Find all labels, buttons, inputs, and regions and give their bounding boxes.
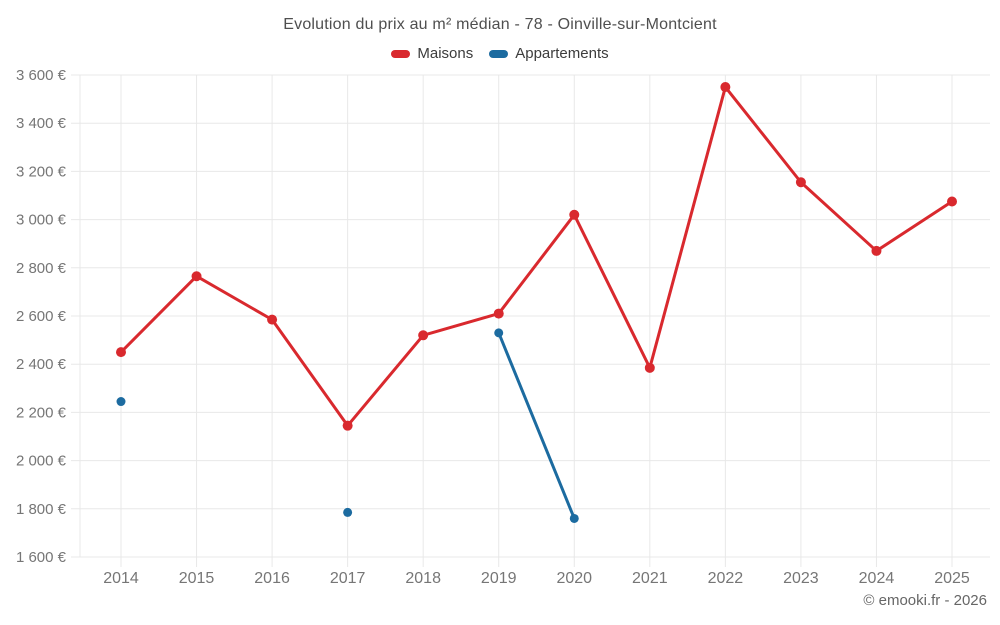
legend-item-maisons[interactable]: Maisons [391,45,473,62]
legend: Maisons Appartements [0,45,1000,62]
x-tick-label: 2023 [783,570,819,587]
x-tick-label: 2022 [708,570,744,587]
chart-title: Evolution du prix au m² médian - 78 - Oi… [283,16,717,33]
data-point-maisons-2023 [795,177,806,188]
data-point-appartements-2020 [569,513,579,523]
data-point-maisons-2018 [418,330,429,341]
series-line-appartements [497,331,576,520]
y-tick-label: 2 200 € [16,404,67,421]
x-tick-label: 2020 [556,570,592,587]
x-tick-label: 2018 [405,570,441,587]
data-point-maisons-2017 [342,420,353,431]
data-point-maisons-2019 [493,308,504,319]
data-point-appartements-2014 [116,397,126,407]
x-tick-label: 2014 [103,570,139,587]
y-tick-label: 3 600 € [16,67,67,84]
data-point-maisons-2024 [871,245,882,256]
x-tick-label: 2019 [481,570,517,587]
data-point-maisons-2016 [267,314,278,325]
x-tick-label: 2024 [859,570,895,587]
y-tick-label: 2 400 € [16,356,67,373]
y-tick-label: 3 400 € [16,115,67,132]
data-point-maisons-2020 [569,209,580,220]
y-tick-label: 3 000 € [16,212,67,229]
x-tick-label: 2016 [254,570,290,587]
credit-text: © emooki.fr - 2026 [863,592,987,609]
y-tick-label: 2 000 € [16,453,67,470]
legend-swatch-maisons-icon [391,49,411,58]
x-tick-label: 2021 [632,570,668,587]
y-tick-label: 3 200 € [16,163,67,180]
y-tick-label: 1 800 € [16,501,67,518]
y-tick-label: 1 600 € [16,549,67,566]
series-line-maisons [119,85,954,428]
y-tick-label: 2 600 € [16,308,67,325]
legend-label-maisons: Maisons [417,45,474,62]
data-point-maisons-2025 [947,196,957,207]
legend-label-appartements: Appartements [515,45,609,62]
x-tick-label: 2015 [179,570,215,587]
data-point-maisons-2015 [191,271,202,282]
legend-item-appartements[interactable]: Appartements [489,45,609,62]
data-point-maisons-2021 [644,362,655,373]
legend-swatch-appartements-icon [489,49,509,58]
y-tick-label: 2 800 € [16,260,67,277]
data-point-maisons-2014 [116,347,126,358]
data-point-maisons-2022 [720,82,731,93]
x-tick-label: 2017 [330,570,366,587]
data-point-appartements-2019 [494,328,504,338]
data-point-appartements-2017 [343,507,353,517]
x-tick-label: 2025 [934,570,970,587]
